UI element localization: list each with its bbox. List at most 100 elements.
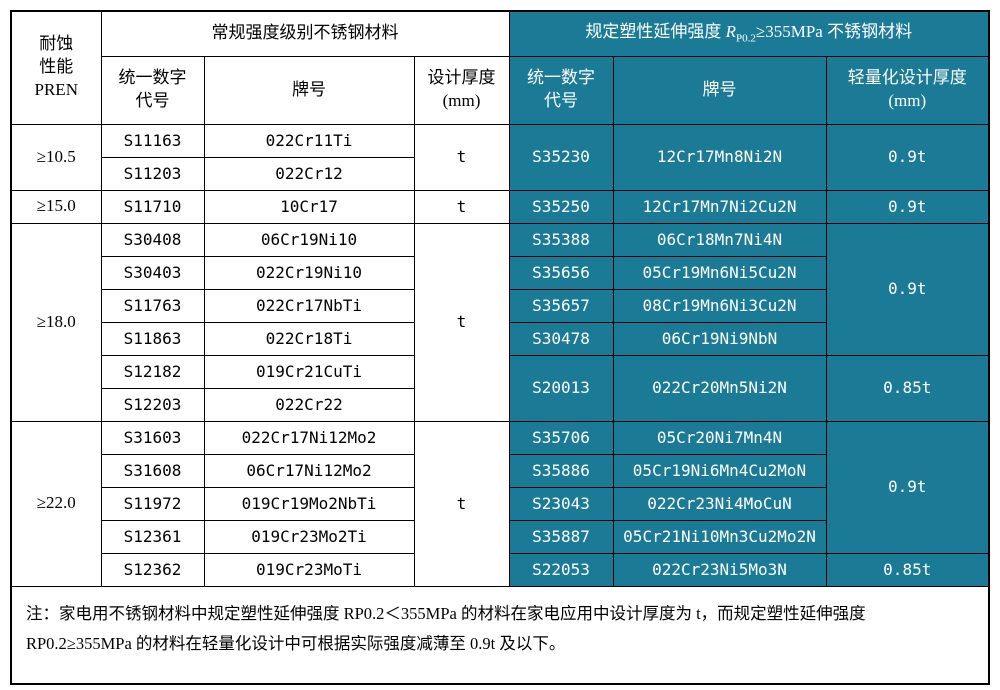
- pren-value: ≥18.0: [10, 222, 102, 422]
- code-cell: S30408: [100, 222, 205, 257]
- thickness-cell: t: [413, 189, 510, 224]
- grade-cell-teal: 05Cr19Mn6Ni5Cu2N: [612, 255, 827, 290]
- design-thickness-label: 设计厚度: [427, 68, 496, 88]
- table-row: S12361 019Cr23Mo2Ti S35887 05Cr21Ni10Mn3…: [11, 519, 989, 554]
- grade-cell: 019Cr23MoTi: [203, 552, 415, 587]
- code-cell: S11972: [100, 486, 205, 521]
- grade-cell: 022Cr22: [203, 387, 415, 422]
- grade-cell-teal: 022Cr23Ni4MoCuN: [612, 486, 827, 521]
- table-row: S30403 022Cr19Ni10 S35656 05Cr19Mn6Ni5Cu…: [11, 255, 989, 290]
- grade-cell: 022Cr19Ni10: [203, 255, 415, 290]
- grade-cell: 10Cr17: [203, 189, 415, 224]
- grade-cell: 022Cr17NbTi: [203, 288, 415, 323]
- code-cell-teal: S30478: [508, 321, 614, 356]
- table-row: ≥15.0 S11710 10Cr17 t S35250 12Cr17Mn7Ni…: [10, 189, 990, 224]
- light-thickness-cell: 0.85t: [825, 354, 990, 422]
- code-cell-teal: S35230: [508, 123, 614, 191]
- grade-cell-teal: 05Cr21Ni10Mn3Cu2Mo2N: [612, 519, 827, 554]
- code-cell: S12362: [100, 552, 205, 587]
- code-cell: S30403: [100, 255, 205, 290]
- light-thickness-cell: 0.9t: [825, 123, 990, 191]
- thickness-cell: t: [413, 420, 510, 587]
- code-cell-teal: S35656: [508, 255, 614, 290]
- header-light-thickness: 轻量化设计厚度 (mm): [825, 55, 990, 125]
- r-symbol: R: [725, 22, 737, 42]
- light-thickness-cell: 0.9t: [825, 222, 990, 356]
- table-row: ≥18.0 S30408 06Cr19Ni10 t S35388 06Cr18M…: [10, 222, 990, 422]
- table-row: ≥22.0 S31603 022Cr17Ni12Mo2 t S35706 05C…: [10, 420, 990, 587]
- header-sub-row: 统一数字 代号 牌号 设计厚度 (mm) 统一数字 代号 牌号 轻量化设计厚度 …: [11, 55, 990, 125]
- header-pren-line3: PREN: [34, 80, 78, 100]
- header-pren-line2: 性能: [39, 57, 74, 77]
- grade-cell-teal: 12Cr17Mn7Ni2Cu2N: [612, 189, 827, 224]
- code-cell: S11163: [100, 123, 205, 158]
- code-cell-teal: S35250: [508, 189, 614, 224]
- code-cell-teal: S35657: [508, 288, 614, 323]
- grade-cell-teal: 12Cr17Mn8Ni2N: [612, 123, 827, 191]
- grade-cell: 019Cr21CuTi: [203, 354, 415, 389]
- code-cell-teal: S20013: [508, 354, 614, 422]
- grade-cell: 06Cr17Ni12Mo2: [203, 453, 415, 488]
- thickness-cell: t: [413, 123, 510, 191]
- light-thickness-cell: 0.85t: [825, 552, 990, 587]
- light-thickness-unit: (mm): [888, 91, 927, 110]
- code-cell-teal: S35706: [508, 420, 614, 455]
- table-row: S12362 019Cr23MoTi S22053 022Cr23Ni5Mo3N…: [11, 552, 990, 587]
- grade-cell-teal: 06Cr19Ni9NbN: [612, 321, 827, 356]
- light-thickness-cell: 0.9t: [825, 189, 990, 224]
- table-row: ≥10.5 S11163 022Cr11Ti t S35230 12Cr17Mn…: [10, 123, 990, 191]
- design-thickness-unit: (mm): [442, 91, 481, 110]
- code-cell: S11203: [100, 156, 205, 191]
- grade-cell-teal: 022Cr20Mn5Ni2N: [612, 354, 827, 422]
- code-cell: S12361: [100, 519, 205, 554]
- header-specified-title: 规定塑性延伸强度 RP0.2≥355MPa 不锈钢材料: [508, 10, 990, 57]
- grade-cell: 022Cr11Ti: [203, 123, 415, 158]
- header-grade-specified: 牌号: [612, 55, 827, 125]
- table-row: S11763 022Cr17NbTi S35657 08Cr19Mn6Ni3Cu…: [11, 288, 989, 323]
- grade-cell: 022Cr18Ti: [203, 321, 415, 356]
- header-pren-line1: 耐蚀: [39, 34, 74, 54]
- code-cell-teal: S23043: [508, 486, 614, 521]
- footnote: 注：家电用不锈钢材料中规定塑性延伸强度 RP0.2＜355MPa 的材料在家电应…: [10, 585, 990, 684]
- header-conventional-title: 常规强度级别不锈钢材料: [100, 10, 510, 57]
- code-cell-teal: S35886: [508, 453, 614, 488]
- grade-cell: 022Cr17Ni12Mo2: [203, 420, 415, 455]
- grade-cell: 06Cr19Ni10: [203, 222, 415, 257]
- grade-cell: 019Cr23Mo2Ti: [203, 519, 415, 554]
- table-row: S11863 022Cr18Ti S30478 06Cr19Ni9NbN: [11, 321, 989, 356]
- code-cell: S11863: [100, 321, 205, 356]
- grade-cell: 022Cr12: [203, 156, 415, 191]
- grade-cell-teal: 05Cr19Ni6Mn4Cu2MoN: [612, 453, 827, 488]
- header-code-specified: 统一数字 代号: [508, 55, 614, 125]
- grade-cell-teal: 08Cr19Mn6Ni3Cu2N: [612, 288, 827, 323]
- r-subscript: P0.2: [736, 32, 756, 45]
- note-row: 注：家电用不锈钢材料中规定塑性延伸强度 RP0.2＜355MPa 的材料在家电应…: [10, 585, 990, 684]
- code-label-line1: 统一数字: [118, 68, 187, 88]
- table-row: S12182 019Cr21CuTi S20013 022Cr20Mn5Ni2N…: [11, 354, 990, 422]
- code-cell: S12203: [100, 387, 205, 422]
- light-thickness-label: 轻量化设计厚度: [847, 68, 967, 88]
- table-row: S11972 019Cr19Mo2NbTi S23043 022Cr23Ni4M…: [11, 486, 989, 521]
- code-cell: S31608: [100, 453, 205, 488]
- code-cell-teal: S22053: [508, 552, 614, 587]
- pren-value: ≥22.0: [10, 420, 102, 587]
- code-cell: S31603: [100, 420, 205, 455]
- grade-cell-teal: 06Cr18Mn7Ni4N: [612, 222, 827, 257]
- code-label-line2: 代号: [135, 91, 170, 110]
- specified-title-suffix: ≥355MPa 不锈钢材料: [755, 22, 913, 42]
- header-code-conventional: 统一数字 代号: [100, 55, 205, 125]
- pren-value: ≥15.0: [10, 189, 102, 224]
- materials-table-container: 耐蚀 性能 PREN 常规强度级别不锈钢材料 规定塑性延伸强度 RP0.2≥35…: [10, 10, 991, 685]
- specified-title-prefix: 规定塑性延伸强度: [585, 22, 726, 42]
- header-pren: 耐蚀 性能 PREN: [10, 10, 102, 125]
- code-cell-teal: S35887: [508, 519, 614, 554]
- light-thickness-cell: 0.9t: [825, 420, 990, 554]
- table-row: S11203 022Cr12: [11, 156, 989, 191]
- code-cell-teal: S35388: [508, 222, 614, 257]
- code-cell: S12182: [100, 354, 205, 389]
- code-label2-line2: 代号: [544, 91, 578, 110]
- pren-value: ≥10.5: [10, 123, 102, 191]
- code-label2-line1: 统一数字: [527, 68, 595, 88]
- grade-cell: 019Cr19Mo2NbTi: [203, 486, 415, 521]
- code-cell: S11763: [100, 288, 205, 323]
